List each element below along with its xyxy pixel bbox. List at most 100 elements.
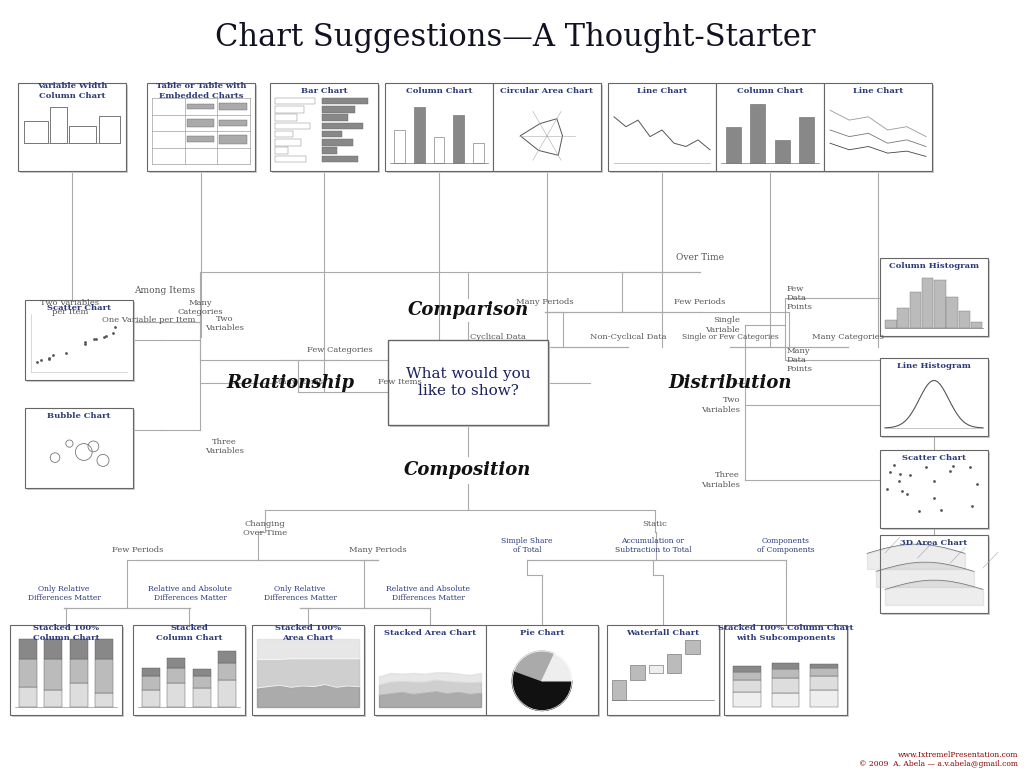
Bar bbox=[275, 123, 310, 129]
Text: Stacked 100%
Column Chart: Stacked 100% Column Chart bbox=[33, 624, 99, 642]
Bar bbox=[95, 659, 113, 694]
Text: Many
Data
Points: Many Data Points bbox=[787, 347, 813, 373]
FancyBboxPatch shape bbox=[376, 627, 488, 717]
Text: Chart Suggestions—A Thought-Starter: Chart Suggestions—A Thought-Starter bbox=[214, 22, 816, 53]
Bar bbox=[322, 131, 342, 137]
FancyBboxPatch shape bbox=[25, 408, 133, 488]
Bar bbox=[44, 690, 63, 707]
Text: Two Variables
per Item: Two Variables per Item bbox=[40, 299, 100, 316]
Point bbox=[925, 492, 941, 505]
Point bbox=[945, 459, 961, 472]
FancyBboxPatch shape bbox=[882, 360, 990, 438]
Point bbox=[88, 333, 104, 345]
Bar bbox=[19, 686, 37, 707]
Point bbox=[29, 356, 45, 369]
FancyBboxPatch shape bbox=[495, 85, 603, 173]
Point bbox=[926, 474, 942, 487]
FancyBboxPatch shape bbox=[272, 85, 380, 173]
FancyBboxPatch shape bbox=[724, 625, 848, 715]
Point bbox=[96, 330, 112, 343]
FancyBboxPatch shape bbox=[388, 340, 548, 425]
Text: Bar Chart: Bar Chart bbox=[301, 87, 347, 95]
FancyBboxPatch shape bbox=[27, 302, 135, 382]
Point bbox=[891, 475, 907, 487]
Bar bbox=[275, 106, 304, 112]
Bar bbox=[193, 688, 211, 707]
Text: Few Categories: Few Categories bbox=[307, 346, 373, 354]
Bar bbox=[49, 107, 67, 143]
FancyBboxPatch shape bbox=[25, 300, 133, 380]
Text: Stacked 100% Column Chart
with Subcomponents: Stacked 100% Column Chart with Subcompon… bbox=[718, 624, 853, 642]
FancyBboxPatch shape bbox=[880, 358, 988, 436]
Text: Variable Width
Column Chart: Variable Width Column Chart bbox=[37, 83, 107, 100]
Point bbox=[969, 477, 986, 490]
Bar bbox=[733, 672, 761, 679]
Point bbox=[901, 469, 918, 481]
Text: Many Items: Many Items bbox=[273, 378, 323, 386]
Bar bbox=[322, 123, 363, 129]
Bar bbox=[69, 126, 96, 143]
Bar bbox=[322, 106, 355, 112]
Point bbox=[58, 346, 74, 358]
Text: Components
of Components: Components of Components bbox=[757, 537, 815, 554]
Bar bbox=[193, 669, 211, 676]
Bar bbox=[70, 639, 88, 659]
Bar bbox=[218, 663, 236, 679]
Point bbox=[107, 320, 124, 333]
Text: Single or Few Categories: Single or Few Categories bbox=[682, 333, 779, 341]
FancyBboxPatch shape bbox=[608, 83, 716, 171]
FancyBboxPatch shape bbox=[607, 625, 719, 715]
Text: Two
Variables: Two Variables bbox=[205, 315, 244, 332]
Text: Circular Area Chart: Circular Area Chart bbox=[501, 87, 593, 95]
FancyBboxPatch shape bbox=[716, 83, 824, 171]
Text: Many
Categories: Many Categories bbox=[177, 299, 222, 316]
Bar bbox=[322, 148, 338, 154]
Text: Three
Variables: Three Variables bbox=[205, 438, 244, 455]
FancyBboxPatch shape bbox=[254, 627, 366, 717]
Point bbox=[891, 468, 907, 480]
Point bbox=[76, 337, 93, 350]
Bar bbox=[322, 98, 368, 105]
Bar bbox=[453, 116, 464, 163]
Text: 3D Area Chart: 3D Area Chart bbox=[900, 539, 967, 547]
Text: Cyclical Data: Cyclical Data bbox=[470, 333, 526, 341]
Text: Stacked Area Chart: Stacked Area Chart bbox=[384, 629, 476, 637]
Bar bbox=[922, 277, 933, 328]
Point bbox=[45, 349, 62, 362]
FancyBboxPatch shape bbox=[12, 627, 124, 717]
Bar bbox=[897, 308, 908, 328]
Text: Stacked 100%
Area Chart: Stacked 100% Area Chart bbox=[275, 624, 341, 642]
Text: Pie Chart: Pie Chart bbox=[520, 629, 564, 637]
Text: Few Periods: Few Periods bbox=[675, 298, 726, 306]
FancyBboxPatch shape bbox=[880, 450, 988, 528]
Bar bbox=[219, 134, 247, 144]
Bar bbox=[186, 137, 214, 142]
FancyBboxPatch shape bbox=[880, 258, 988, 336]
FancyBboxPatch shape bbox=[133, 625, 245, 715]
Text: Three
Variables: Three Variables bbox=[701, 472, 740, 489]
Bar bbox=[24, 120, 48, 143]
Bar bbox=[970, 323, 983, 328]
Text: Line Chart: Line Chart bbox=[853, 87, 903, 95]
Text: Distribution: Distribution bbox=[668, 373, 791, 391]
Point bbox=[882, 465, 898, 478]
Point bbox=[886, 458, 902, 471]
Text: Stacked
Column Chart: Stacked Column Chart bbox=[156, 624, 222, 642]
Point bbox=[85, 333, 102, 346]
Text: Scatter Chart: Scatter Chart bbox=[902, 454, 966, 462]
Bar bbox=[947, 298, 958, 328]
Point bbox=[933, 504, 950, 516]
Text: Few
Data
Points: Few Data Points bbox=[787, 285, 813, 311]
Text: Relative and Absolute
Differences Matter: Relative and Absolute Differences Matter bbox=[148, 585, 232, 602]
FancyBboxPatch shape bbox=[27, 410, 135, 490]
Point bbox=[962, 461, 978, 473]
Text: Static: Static bbox=[643, 520, 667, 528]
Text: Comparison: Comparison bbox=[408, 301, 528, 319]
FancyBboxPatch shape bbox=[882, 537, 990, 615]
FancyBboxPatch shape bbox=[135, 627, 247, 717]
Text: Only Relative
Differences Matter: Only Relative Differences Matter bbox=[264, 585, 337, 602]
Text: Line Histogram: Line Histogram bbox=[897, 362, 971, 370]
Point bbox=[911, 505, 927, 517]
Point bbox=[964, 500, 981, 512]
FancyBboxPatch shape bbox=[390, 342, 550, 427]
